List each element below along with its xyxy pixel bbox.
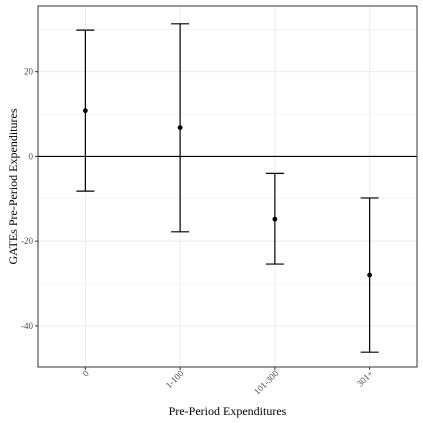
point-estimate: [272, 216, 278, 222]
x-axis-title: Pre-Period Expenditures: [169, 404, 287, 418]
point-estimate: [82, 108, 88, 114]
point-estimate: [177, 125, 183, 131]
errorbar-1-100: [171, 23, 190, 233]
y-tick-label: -20: [21, 236, 33, 246]
errorbar-0: [76, 29, 95, 192]
y-tick-label: -40: [21, 321, 33, 331]
x-tick-label: 0: [81, 368, 92, 379]
y-tick-label: 20: [24, 67, 34, 77]
y-tick-label: 0: [29, 151, 34, 161]
panel-border: [37, 5, 418, 368]
errorbar-301+: [360, 197, 379, 353]
data-marks: [38, 23, 417, 353]
errorbar-101-300: [265, 172, 284, 265]
point-estimate: [367, 272, 373, 278]
y-axis-title: GATEs Pre-Period Expenditures: [6, 108, 20, 264]
